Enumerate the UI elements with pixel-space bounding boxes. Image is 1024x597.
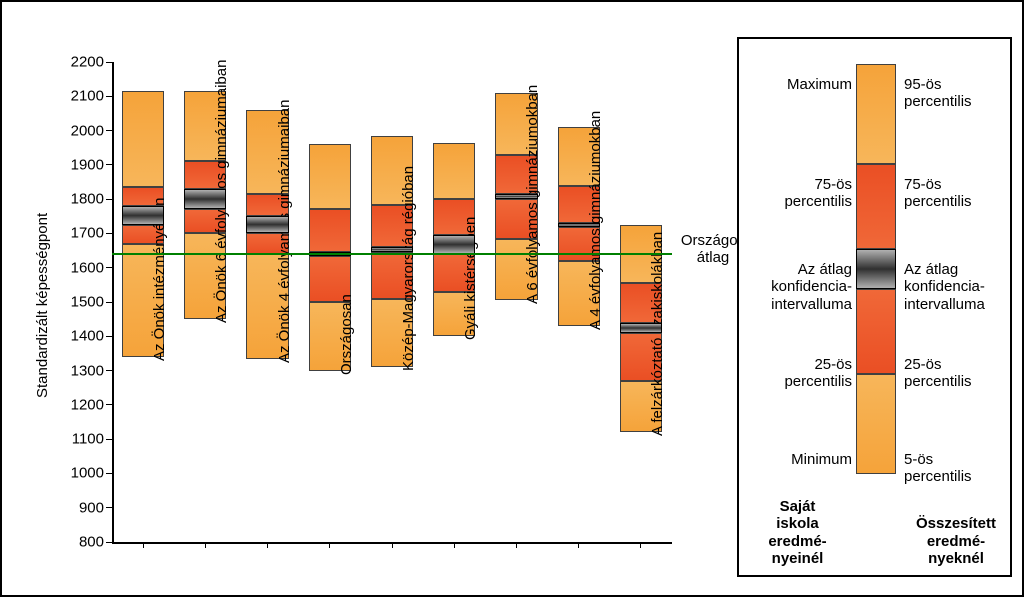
legend-bar-segment: [856, 289, 896, 374]
legend-label: Az átlagkonfidencia-intervalluma: [904, 261, 1008, 313]
reference-line: [112, 253, 672, 255]
bar-segment: [122, 91, 164, 187]
bar-segment: [122, 206, 164, 225]
y-tick: [106, 199, 112, 200]
legend-label: Maximum: [743, 76, 852, 93]
y-tick: [106, 336, 112, 337]
y-tick: [106, 233, 112, 234]
x-tick: [143, 542, 144, 548]
y-tick-label: 1500: [60, 294, 104, 311]
y-tick-label: 1900: [60, 156, 104, 173]
plot-area: 8009001000110012001300140015001600170018…: [112, 62, 672, 542]
bar-segment: [309, 209, 351, 252]
legend-label: 95-öspercentilis: [904, 76, 1008, 111]
legend-bar-segment: [856, 164, 896, 249]
legend-label: 25-öspercentilis: [743, 356, 852, 391]
chart-frame: 800 900 1000 1100 1200 1300 1400 1500 1600 1700 18…: [0, 0, 1024, 597]
y-tick-label: 900: [60, 499, 104, 516]
x-tick: [640, 542, 641, 548]
y-tick-label: 800: [60, 534, 104, 551]
y-tick-label: 1300: [60, 362, 104, 379]
y-tick-label: 1400: [60, 328, 104, 345]
legend-bar-segment: [856, 374, 896, 474]
y-tick-label: 2200: [60, 54, 104, 71]
bar-segment: [184, 189, 226, 210]
y-tick-label: 1600: [60, 259, 104, 276]
y-axis-title: Standardizált képességpont: [34, 213, 51, 398]
bar-segment: [246, 216, 288, 233]
y-tick: [106, 473, 112, 474]
y-tick-label: 1700: [60, 225, 104, 242]
y-tick-label: 1800: [60, 191, 104, 208]
legend-label: Minimum: [743, 451, 852, 468]
legend-bar-segment: [856, 64, 896, 164]
bar-segment: [371, 247, 413, 252]
legend-bar: [856, 64, 896, 474]
x-tick: [578, 542, 579, 548]
legend-bar-segment: [856, 249, 896, 289]
legend-label: 75-öspercentilis: [743, 176, 852, 211]
x-tick-label: Közép-Magyarország régióban: [400, 166, 417, 371]
y-tick-label: 1000: [60, 465, 104, 482]
y-tick: [106, 404, 112, 405]
x-tick: [205, 542, 206, 548]
y-tick: [106, 267, 112, 268]
legend-title: Összesítetteredmé-nyeknél: [904, 515, 1008, 567]
y-tick: [106, 302, 112, 303]
legend-label: 75-öspercentilis: [904, 176, 1008, 211]
legend-label: 5-öspercentilis: [904, 451, 1008, 486]
bar-segment: [433, 235, 475, 254]
y-tick: [106, 507, 112, 508]
x-tick: [267, 542, 268, 548]
y-tick-label: 1100: [60, 431, 104, 448]
legend-box: Maximum 75-öspercentilis Az átlagkonfidenc…: [737, 37, 1012, 577]
bar-segment: [620, 323, 662, 333]
y-tick: [106, 542, 112, 543]
y-tick: [106, 130, 112, 131]
x-tick-label: Országosan: [338, 294, 355, 375]
y-tick: [106, 370, 112, 371]
x-tick: [329, 542, 330, 548]
x-tick: [454, 542, 455, 548]
x-tick-label: A felzárkóztató szakiskolákban: [649, 232, 666, 436]
y-tick-label: 1200: [60, 396, 104, 413]
legend-label: Az átlagkonfidencia-intervalluma: [743, 261, 852, 313]
y-axis: [112, 62, 114, 542]
y-tick: [106, 439, 112, 440]
y-tick: [106, 164, 112, 165]
bar-segment: [558, 223, 600, 226]
x-tick: [516, 542, 517, 548]
legend-title: Sajátiskolaeredmé-nyeinél: [743, 498, 852, 567]
x-tick: [392, 542, 393, 548]
bar-segment: [309, 144, 351, 209]
legend-label: 25-öspercentilis: [904, 356, 1008, 391]
y-tick-label: 2100: [60, 88, 104, 105]
y-tick-label: 2000: [60, 122, 104, 139]
y-tick: [106, 62, 112, 63]
bar-segment: [433, 143, 475, 200]
bar-segment: [495, 194, 537, 199]
x-tick-label: A 4 évfolyamos gimnáziumokban: [587, 111, 604, 330]
y-tick: [106, 96, 112, 97]
